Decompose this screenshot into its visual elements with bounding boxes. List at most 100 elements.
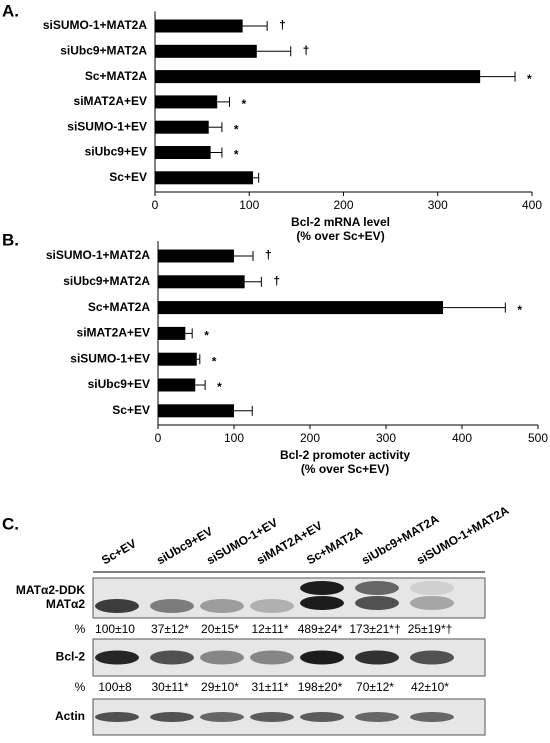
significance-marker: * <box>234 148 239 162</box>
bar <box>155 44 257 58</box>
error-bar <box>242 21 268 31</box>
row-label: MATα2-DDK <box>16 583 85 597</box>
bar <box>158 301 443 315</box>
lane-label: siUbc9+EV <box>154 524 215 567</box>
error-bar <box>217 96 230 107</box>
category-label: Sc+MAT2A <box>88 300 150 314</box>
x-tick-label: 200 <box>333 198 353 212</box>
x-axis-label: Bcl-2 promoter activity <box>280 448 410 462</box>
quant-label: 173±21*† <box>349 622 400 636</box>
blot-band <box>410 581 454 595</box>
blot-band <box>355 712 399 722</box>
x-tick-label: 200 <box>300 431 320 445</box>
significance-marker: † <box>279 18 286 32</box>
row-label: MATα2 <box>46 597 85 611</box>
blot-band <box>410 712 454 722</box>
blot-band <box>355 596 399 610</box>
quant-label: 31±11* <box>251 680 288 694</box>
panel-label: C. <box>2 514 19 533</box>
bar <box>155 146 211 159</box>
quant-label: 29±10* <box>201 680 239 694</box>
significance-marker: * <box>241 97 246 111</box>
blot-band <box>95 599 139 613</box>
category-label: Sc+EV <box>112 403 150 417</box>
percent-sign: % <box>75 680 86 694</box>
category-label: siUbc9+MAT2A <box>63 274 150 288</box>
x-tick-label: 0 <box>152 198 159 212</box>
category-label: siSUMO-1+EV <box>70 351 150 365</box>
percent-sign: % <box>75 622 86 636</box>
x-tick-label: 300 <box>428 198 448 212</box>
error-bar <box>253 172 260 183</box>
quant-label: 37±12* <box>151 622 189 636</box>
category-label: siMAT2A+EV <box>77 326 150 340</box>
quant-label: 42±10* <box>411 680 449 694</box>
error-bar <box>196 354 201 365</box>
x-tick-label: 300 <box>376 431 396 445</box>
category-label: siSUMO-1+EV <box>67 119 147 133</box>
lane-label: siSUMO-1+MAT2A <box>414 503 511 567</box>
quant-label: 30±11* <box>151 680 188 694</box>
error-bar <box>210 147 223 158</box>
bar <box>158 404 234 418</box>
lane-label: Sc+EV <box>99 536 139 567</box>
blot-band <box>150 599 194 613</box>
quant-label: 489±24* <box>298 622 343 636</box>
bar <box>155 171 254 185</box>
bar <box>155 120 209 134</box>
bar <box>158 352 197 366</box>
error-bar <box>256 46 292 57</box>
error-bar <box>244 276 262 287</box>
bar <box>158 249 234 263</box>
quant-label: 70±12* <box>356 680 394 694</box>
error-bar <box>195 380 206 390</box>
blot-band <box>355 650 399 665</box>
error-bar <box>443 302 506 313</box>
significance-marker: † <box>273 274 280 288</box>
blot-band <box>300 596 344 610</box>
x-tick-label: 400 <box>522 198 542 212</box>
blot-band <box>300 650 344 665</box>
x-tick-label: 400 <box>452 431 472 445</box>
quant-label: 100±10 <box>95 622 135 636</box>
error-bar <box>234 251 254 261</box>
blot-band <box>150 650 194 665</box>
category-label: siSUMO-1+MAT2A <box>46 248 150 262</box>
bar <box>155 70 481 84</box>
significance-marker: † <box>265 248 272 262</box>
blot-band <box>250 650 294 665</box>
significance-marker: * <box>212 354 217 368</box>
blot-band <box>300 712 344 722</box>
category-label: siUbc9+EV <box>88 377 150 391</box>
row-label: Bcl-2 <box>56 650 86 664</box>
blot-band <box>150 712 194 722</box>
category-label: siUbc9+EV <box>85 145 147 159</box>
x-tick-label: 500 <box>528 431 548 445</box>
significance-marker: * <box>527 72 532 86</box>
blot-band <box>200 599 244 613</box>
blot-band <box>95 712 139 722</box>
category-label: siUbc9+MAT2A <box>60 43 147 57</box>
error-bar <box>234 405 253 416</box>
bar <box>155 19 243 33</box>
bar <box>158 326 186 340</box>
significance-marker: * <box>204 329 209 343</box>
x-axis-label: Bcl-2 mRNA level <box>291 215 390 229</box>
blot-band <box>410 650 454 665</box>
significance-marker: * <box>517 303 522 317</box>
quant-label: 100±8 <box>98 680 132 694</box>
error-bar <box>185 328 193 339</box>
significance-marker: * <box>217 380 222 394</box>
bar <box>155 95 218 109</box>
panel-label: B. <box>2 230 19 249</box>
category-label: Sc+EV <box>109 170 147 184</box>
quant-label: 20±15* <box>201 622 239 636</box>
blot-band <box>355 581 399 595</box>
error-bar <box>208 122 223 133</box>
blot-band <box>200 712 244 722</box>
blot-band <box>410 596 454 610</box>
significance-marker: † <box>303 43 310 57</box>
significance-marker: * <box>234 122 239 136</box>
x-tick-label: 100 <box>239 198 259 212</box>
